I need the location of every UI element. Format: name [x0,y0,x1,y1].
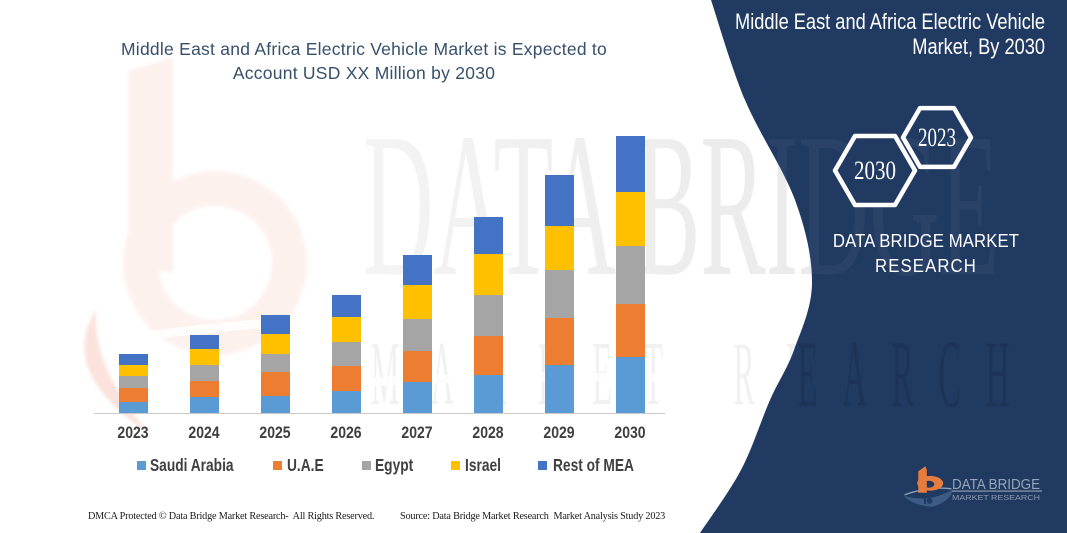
svg-text:DATA BRIDGE: DATA BRIDGE [952,477,1040,493]
svg-text:2023: 2023 [918,123,956,152]
svg-text:MARKET RESEARCH: MARKET RESEARCH [952,495,1040,502]
svg-text:2030: 2030 [854,156,896,185]
